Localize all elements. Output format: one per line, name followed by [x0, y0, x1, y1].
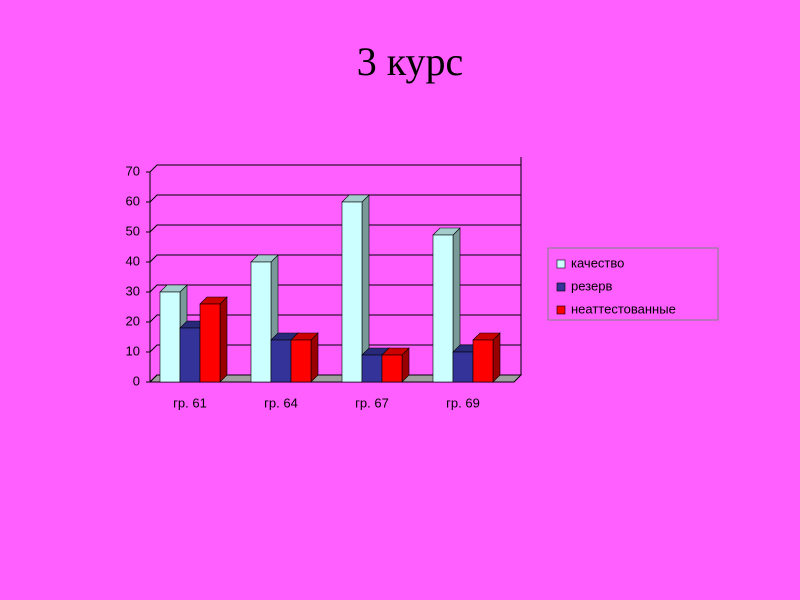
- legend-label: резерв: [571, 278, 612, 293]
- bar-front: [159, 291, 181, 383]
- bar: [199, 296, 228, 383]
- grid-line: [149, 314, 521, 323]
- bar-front: [472, 339, 494, 383]
- legend-swatch: [556, 282, 566, 292]
- y-tick-label: 30: [126, 283, 140, 298]
- y-tick-label: 50: [126, 223, 140, 238]
- y-tick-label: 60: [126, 193, 140, 208]
- grid-line: [149, 254, 521, 263]
- grid-line: [149, 224, 521, 233]
- bar-front: [452, 351, 474, 383]
- legend-swatch: [556, 305, 566, 315]
- grid-line: [149, 284, 521, 293]
- bar: [432, 227, 461, 383]
- legend-box: [547, 247, 719, 321]
- bar-front: [179, 327, 201, 383]
- bar-side: [492, 332, 501, 383]
- bar: [472, 332, 501, 383]
- y-tick-label: 0: [133, 373, 140, 388]
- legend-label: неаттестованные: [571, 301, 676, 316]
- bar: [250, 254, 279, 383]
- x-tick-label: гр. 64: [264, 395, 298, 410]
- bar: [341, 194, 370, 383]
- legend-label: качество: [571, 255, 624, 270]
- bar: [381, 347, 410, 383]
- bar-front: [290, 339, 312, 383]
- bar-front: [361, 354, 383, 383]
- bar-front: [341, 201, 363, 383]
- x-tick-label: гр. 61: [173, 395, 207, 410]
- y-tick-label: 40: [126, 253, 140, 268]
- bar-side: [219, 296, 228, 383]
- grid-line: [149, 194, 521, 203]
- legend-swatch: [556, 259, 566, 269]
- grid-line: [149, 164, 521, 173]
- bar-side: [310, 332, 319, 383]
- x-tick-label: гр. 69: [446, 395, 480, 410]
- y-tick-label: 20: [126, 313, 140, 328]
- y-tick-label: 10: [126, 343, 140, 358]
- bar-front: [270, 339, 292, 383]
- grid-line: [149, 344, 521, 353]
- y-tick-label: 70: [126, 163, 140, 178]
- bar: [290, 332, 319, 383]
- bar-front: [381, 354, 403, 383]
- x-tick-label: гр. 67: [355, 395, 389, 410]
- bar-front: [432, 234, 454, 383]
- bar-front: [250, 261, 272, 383]
- chart-title: 3 курс: [357, 39, 464, 84]
- bar-front: [199, 303, 221, 383]
